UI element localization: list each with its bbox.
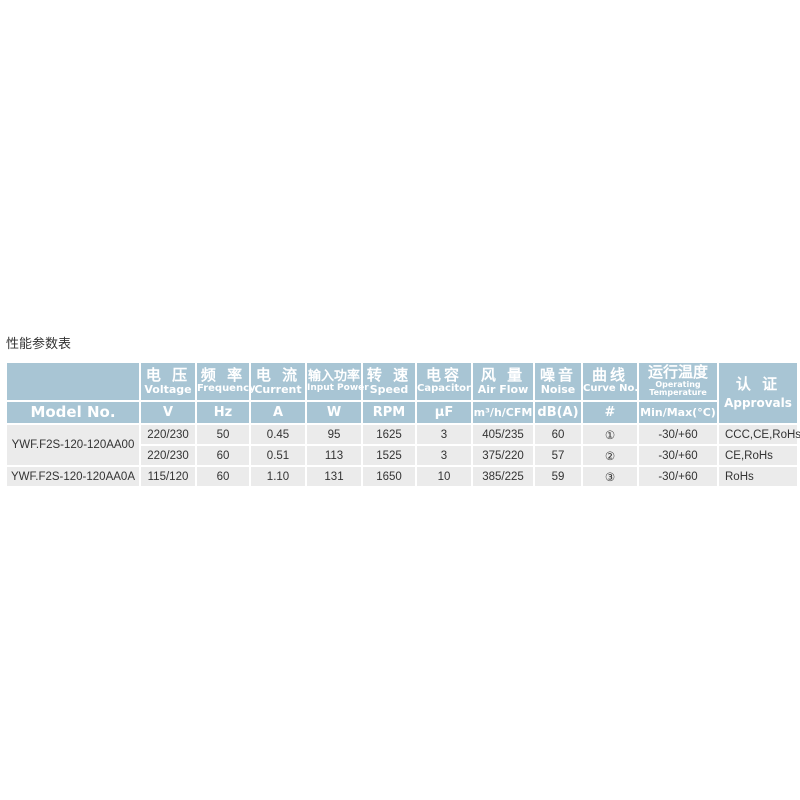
- cell-voltage: 220/230: [141, 425, 195, 444]
- cell-current: 0.45: [251, 425, 305, 444]
- cell-model: YWF.F2S-120-120AA0A: [7, 467, 139, 486]
- cell-speed: 1525: [363, 446, 415, 465]
- cell-power: 131: [307, 467, 361, 486]
- cell-power: 113: [307, 446, 361, 465]
- header-row-names: 电 压 Voltage 频 率 Frequency 电 流 Current 输入功率 I…: [7, 363, 797, 423]
- cell-temperature: -30/+60: [639, 467, 717, 486]
- unit-current: A: [251, 402, 305, 423]
- unit-voltage: V: [141, 402, 195, 423]
- unit-temperature: Min/Max(°C): [639, 402, 717, 423]
- cell-current: 0.51: [251, 446, 305, 465]
- cell-approvals: RoHs: [719, 467, 797, 486]
- cell-capacitor: 3: [417, 446, 471, 465]
- cell-current: 1.10: [251, 467, 305, 486]
- cell-speed: 1650: [363, 467, 415, 486]
- cell-air-flow: 375/220: [473, 446, 533, 465]
- cell-noise: 60: [535, 425, 581, 444]
- header-input-power: 输入功率 Input Power: [307, 363, 369, 400]
- cell-frequency: 60: [197, 446, 249, 465]
- cell-temperature: -30/+60: [639, 446, 717, 465]
- unit-power: W: [307, 402, 361, 423]
- header-current: 电 流 Current: [251, 363, 305, 400]
- cell-noise: 59: [535, 467, 581, 486]
- performance-table: 电 压 Voltage 频 率 Frequency 电 流 Current 输入功率 I…: [5, 361, 800, 488]
- cell-approvals: CE,RoHs: [719, 446, 797, 465]
- cell-noise: 57: [535, 446, 581, 465]
- unit-frequency: Hz: [197, 402, 249, 423]
- header-model-no: Model No.: [7, 402, 139, 423]
- header-voltage: 电 压 Voltage: [141, 363, 195, 400]
- cell-frequency: 60: [197, 467, 249, 486]
- cell-voltage: 220/230: [141, 446, 195, 465]
- cell-air-flow: 405/235: [473, 425, 533, 444]
- model-header-blank: [7, 363, 139, 400]
- header-capacitor: 电容 Capacitor: [417, 363, 471, 400]
- unit-noise: dB(A): [535, 402, 581, 423]
- header-temperature: 运行温度 Operating Temperature: [639, 363, 717, 400]
- table-row: YWF.F2S-120-120AA0A 115/120 60 1.10 131 1650 1…: [7, 467, 797, 486]
- header-row-units: Model No. V Hz A W RPM μF m³/h/CFM dB(A)…: [7, 402, 797, 423]
- cell-frequency: 50: [197, 425, 249, 444]
- header-noise: 噪音 Noise: [535, 363, 581, 400]
- header-air-flow: 风 量 Air Flow: [473, 363, 533, 400]
- cell-speed: 1625: [363, 425, 415, 444]
- page-title: 性能参数表: [6, 337, 72, 352]
- header-approvals: 认 证 Approvals: [719, 363, 797, 423]
- cell-curve: ①: [583, 425, 637, 444]
- header-frequency: 频 率 Frequency: [197, 363, 256, 400]
- header-speed: 转 速 Speed: [363, 363, 415, 400]
- cell-temperature: -30/+60: [639, 425, 717, 444]
- cell-voltage: 115/120: [141, 467, 195, 486]
- cell-curve: ②: [583, 446, 637, 465]
- cell-air-flow: 385/225: [473, 467, 533, 486]
- unit-speed: RPM: [363, 402, 415, 423]
- unit-curve: #: [583, 402, 637, 423]
- cell-capacitor: 10: [417, 467, 471, 486]
- cell-power: 95: [307, 425, 361, 444]
- cell-capacitor: 3: [417, 425, 471, 444]
- table-row: 220/230 60 0.51 113 1525 3 375/220 57 ② -30/+60 CE…: [7, 446, 797, 465]
- cell-curve: ③: [583, 467, 637, 486]
- unit-air-flow: m³/h/CFM: [473, 402, 533, 423]
- unit-capacitor: μF: [417, 402, 471, 423]
- cell-approvals: CCC,CE,RoHs: [719, 425, 800, 444]
- cell-model: YWF.F2S-120-120AA00: [7, 425, 139, 465]
- header-curve: 曲线 Curve No.: [583, 363, 638, 400]
- table-row: YWF.F2S-120-120AA00 220/230 50 0.45 95 1625 3 4…: [7, 425, 800, 465]
